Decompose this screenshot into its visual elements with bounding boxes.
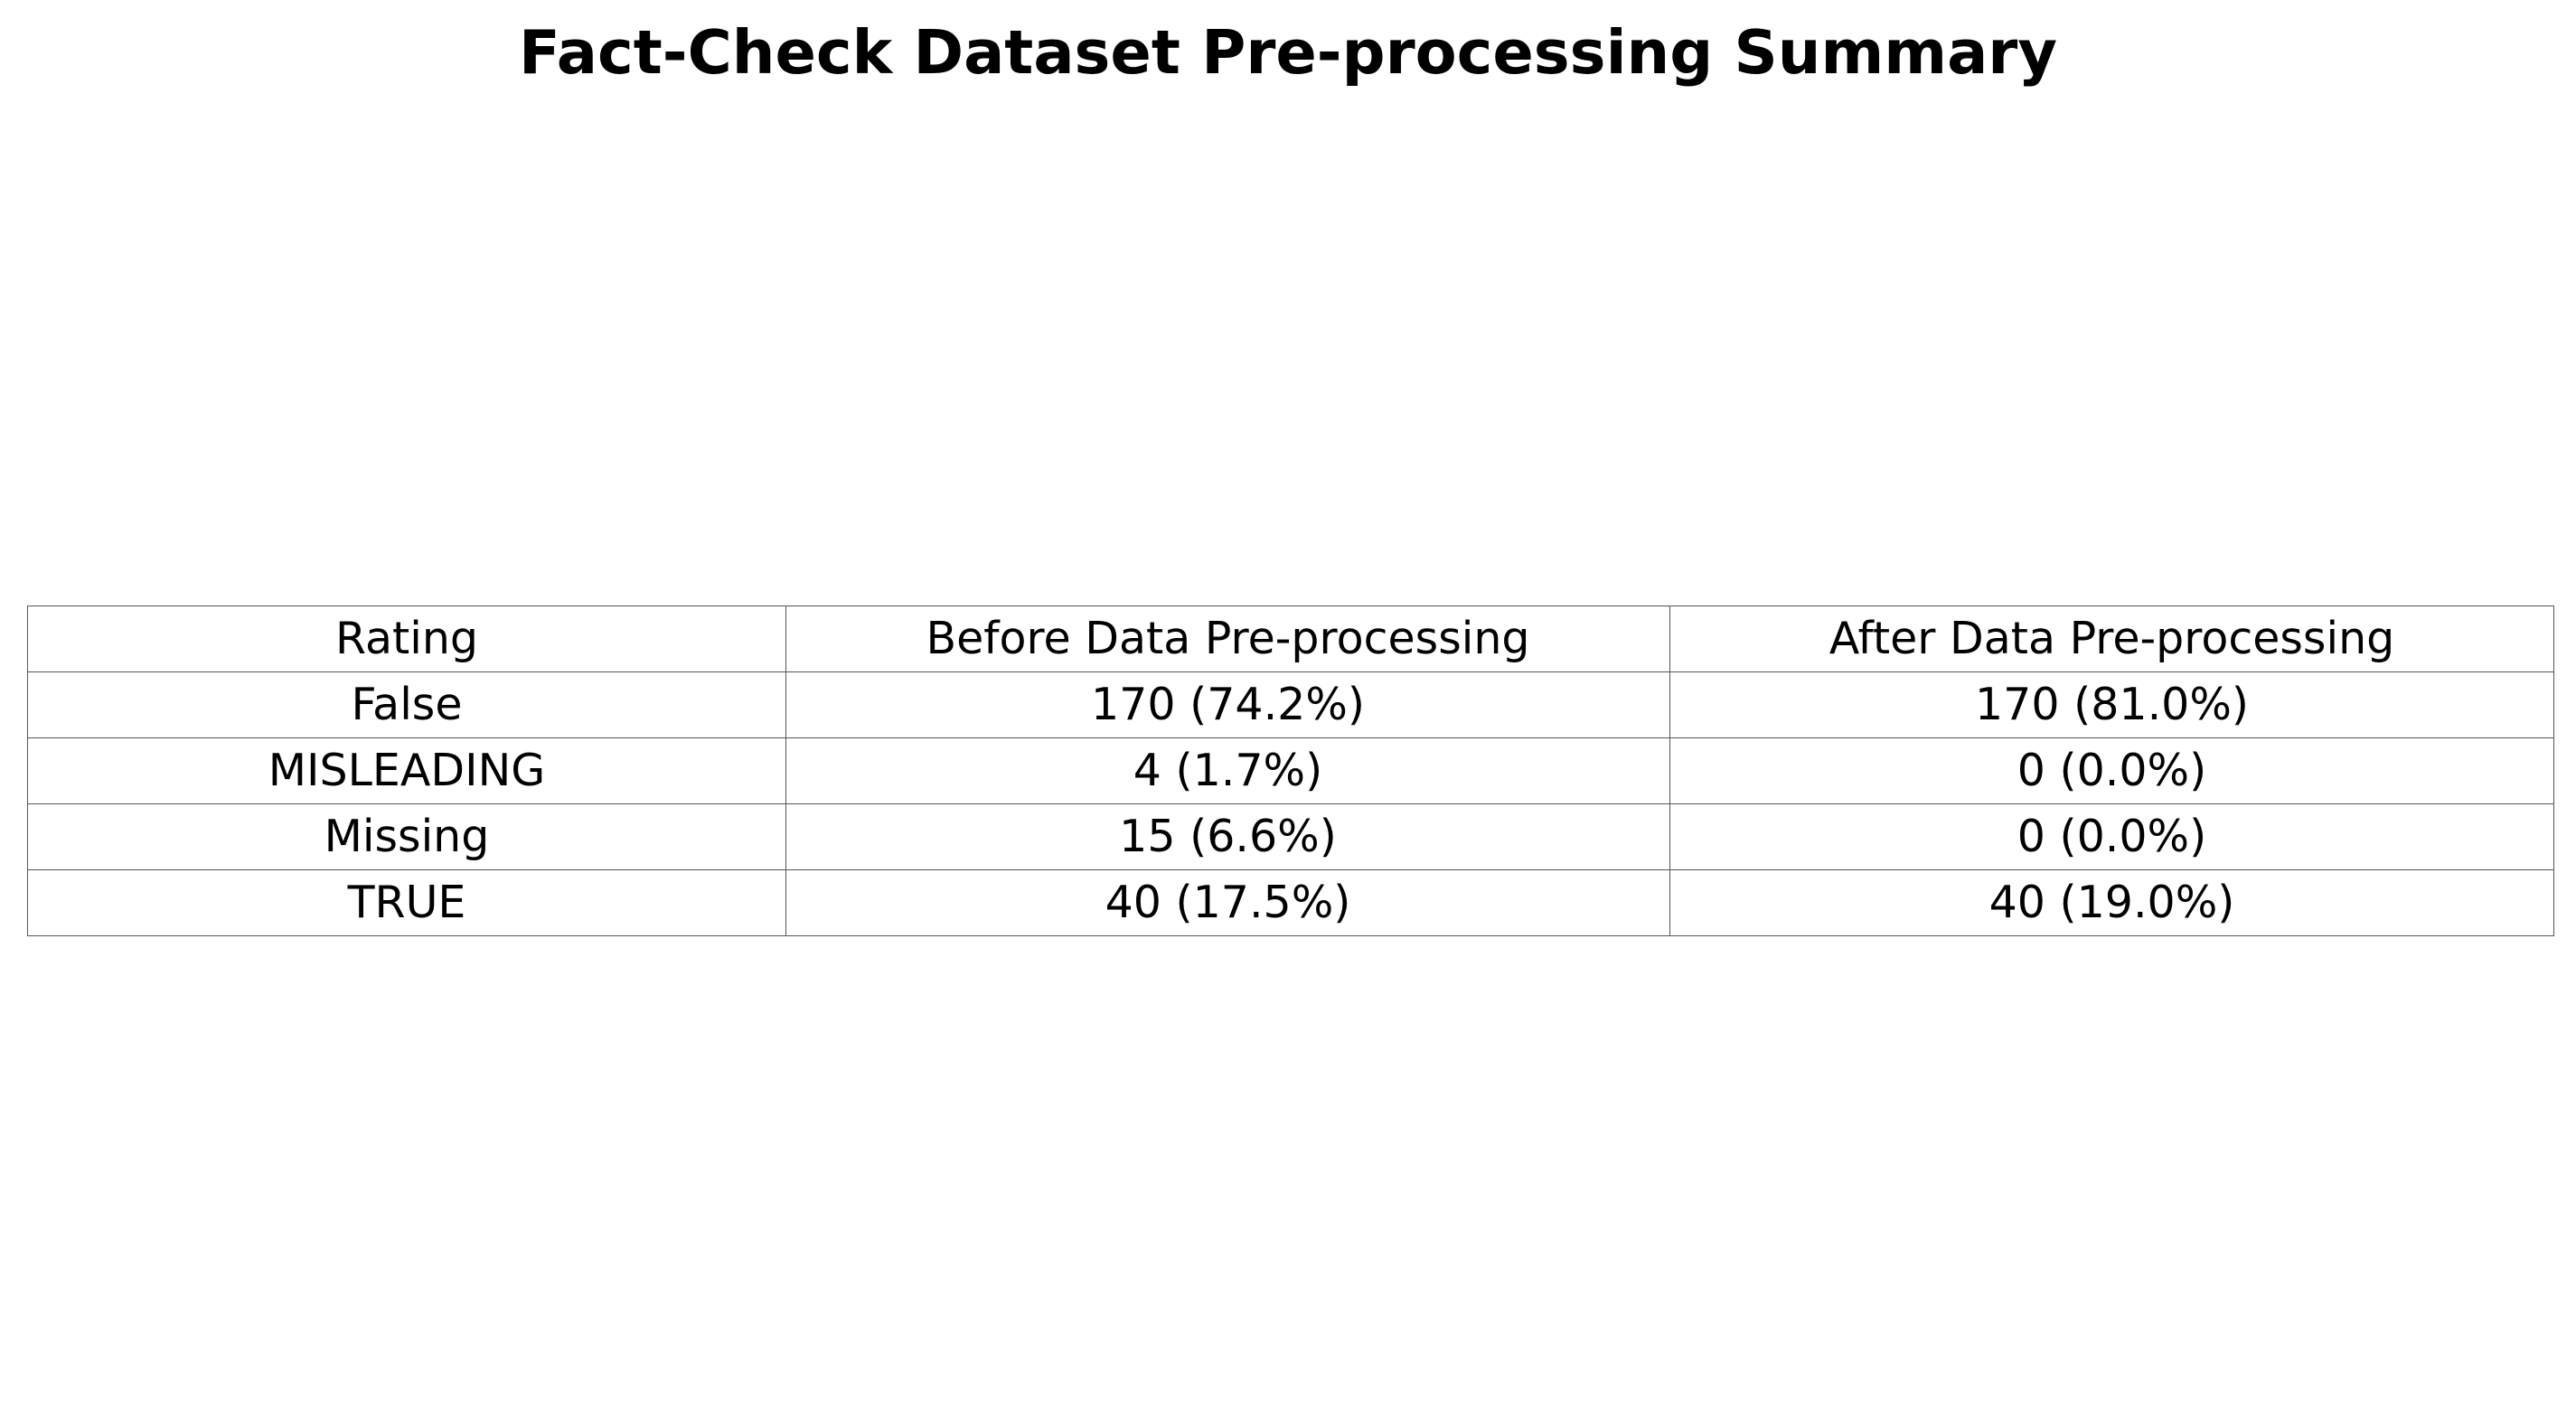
table-cell-before: 4 (1.7%) [785, 737, 1670, 804]
table-cell-rating: Missing [27, 803, 786, 870]
table-cell-rating: MISLEADING [27, 737, 786, 804]
header-cell-before: Before Data Pre-processing [785, 606, 1670, 672]
chart-title: Fact-Check Dataset Pre-processing Summar… [518, 17, 2058, 88]
table-cell-rating: False [27, 671, 786, 738]
table-row: Missing 15 (6.6%) 0 (0.0%) [27, 803, 2554, 870]
table-header-row: Rating Before Data Pre-processing After … [27, 606, 2554, 672]
header-cell-rating: Rating [27, 606, 786, 672]
table-row: MISLEADING 4 (1.7%) 0 (0.0%) [27, 737, 2554, 804]
summary-table-container: Rating Before Data Pre-processing After … [27, 606, 2554, 936]
table-row: TRUE 40 (17.5%) 40 (19.0%) [27, 869, 2554, 936]
table-cell-rating: TRUE [27, 869, 786, 936]
table-row: False 170 (74.2%) 170 (81.0%) [27, 671, 2554, 738]
table-cell-before: 170 (74.2%) [785, 671, 1670, 738]
table-cell-before: 40 (17.5%) [785, 869, 1670, 936]
table-cell-after: 170 (81.0%) [1669, 671, 2554, 738]
table-cell-after: 0 (0.0%) [1669, 737, 2554, 804]
summary-table: Rating Before Data Pre-processing After … [27, 606, 2554, 936]
table-cell-after: 40 (19.0%) [1669, 869, 2554, 936]
header-cell-after: After Data Pre-processing [1669, 606, 2554, 672]
table-cell-before: 15 (6.6%) [785, 803, 1670, 870]
table-cell-after: 0 (0.0%) [1669, 803, 2554, 870]
